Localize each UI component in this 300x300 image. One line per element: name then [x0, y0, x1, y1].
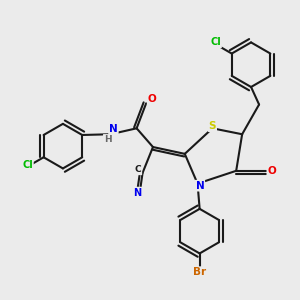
Text: N: N — [196, 181, 204, 191]
Text: O: O — [268, 166, 276, 176]
Text: Br: Br — [193, 267, 206, 277]
Text: Cl: Cl — [22, 160, 33, 170]
Text: N: N — [133, 188, 141, 197]
Text: O: O — [148, 94, 157, 104]
Text: C: C — [135, 165, 141, 174]
Text: Cl: Cl — [210, 38, 221, 47]
Text: H: H — [104, 135, 111, 144]
Text: S: S — [209, 121, 216, 131]
Text: N: N — [109, 124, 118, 134]
